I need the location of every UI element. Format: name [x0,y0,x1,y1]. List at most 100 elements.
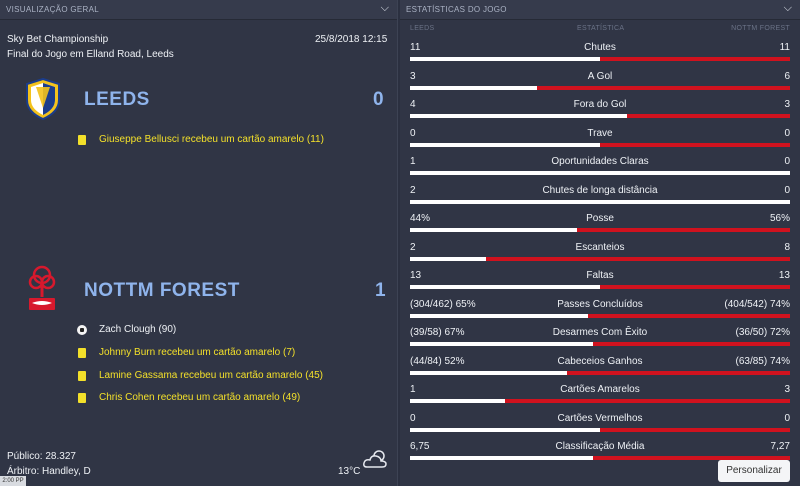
stat-home-value: 44% [410,213,431,224]
competition-name[interactable]: Sky Bet Championship [7,34,109,45]
chevron-down-icon[interactable]: ⌵ [783,2,792,14]
yellow-card-icon [78,135,86,145]
stat-home-value: 0 [410,127,416,139]
stat-away-value: 0 [784,127,790,139]
stat-label: Cartões Amarelos [560,384,640,395]
event-text[interactable]: Lamine Gassama recebeu um cartão amarelo… [99,370,323,381]
stat-home-value: (44/84) 52% [410,355,465,367]
stat-away-value: (36/50) 72% [735,327,790,338]
stat-home-fill [410,427,600,432]
stat-label: Classificação Média [555,441,645,452]
stat-home-fill [410,342,594,346]
stat-home-value: 4 [410,99,416,110]
stat-row[interactable]: 2 Escanteios 8 [410,240,790,268]
stat-home-value: 3 [410,70,416,82]
stat-row[interactable]: (304/462) 65% Passes Concluídos (404/542) … [410,297,790,325]
stat-away-value: (404/542) 74% [724,298,790,310]
stat-away-value: 8 [784,241,790,253]
nottm-forest-crest-icon[interactable] [26,265,58,313]
stats-panel: ESTATÍSTICAS DO JOGO ⌵ LEEDS ESTATÍSTICA… [400,0,800,486]
stat-row[interactable]: 11 Chutes 11 [410,40,790,68]
temperature: 13°C [338,466,361,477]
stat-comparison-bar [410,399,790,403]
stat-home-value: 13 [410,270,422,281]
event-text[interactable]: Giuseppe Bellusci recebeu um cartão amar… [99,134,324,145]
stat-away-value: 6 [784,70,790,82]
stat-home-value: 2 [410,241,416,253]
stat-label: Passes Concluídos [557,298,643,310]
stat-row[interactable]: (44/84) 52% Cabeceios Ganhos (63/85) 74% [410,354,790,382]
stat-row[interactable]: 6,75 Classificação Média 7,27 [410,439,790,467]
stat-row[interactable]: 44% Posse 56% [410,211,790,239]
stat-away-value: 3 [784,384,790,395]
stat-home-fill [410,399,505,403]
overview-title: VISUALIZAÇÃO GERAL [6,5,99,14]
stat-home-fill [410,85,537,90]
stat-label: Posse [586,213,614,224]
event-text[interactable]: Johnny Burn recebeu um cartão amarelo (7… [99,347,296,358]
stat-home-fill [410,199,790,204]
event-text[interactable]: Chris Cohen recebeu um cartão amarelo (4… [99,392,301,403]
time-tag: 2:00 PP [0,476,26,486]
stat-home-fill [410,256,486,261]
stat-comparison-bar [410,199,790,204]
stat-comparison-bar [410,57,790,61]
home-team-name[interactable]: LEEDS [84,89,150,110]
stat-home-fill [410,456,593,460]
stat-home-value: 2 [410,184,416,196]
venue-line: Final do Jogo em Elland Road, Leeds [7,49,174,60]
stat-away-value: 11 [779,42,790,53]
chevron-down-icon[interactable]: ⌵ [380,2,389,14]
stat-away-value: 0 [784,184,790,196]
yellow-card-icon [78,371,86,381]
stat-row[interactable]: 0 Cartões Vermelhos 0 [410,411,790,439]
stat-label: Cabeceios Ganhos [557,355,643,367]
stat-comparison-bar [410,142,790,147]
stat-row[interactable]: 3 A Gol 6 [410,69,790,97]
stat-label: Fora do Gol [573,99,627,110]
partly-cloudy-icon [363,450,387,468]
customize-button[interactable]: Personalizar [718,460,790,482]
stat-row[interactable]: (39/58) 67% Desarmes Com Êxito (36/50) 72% [410,325,790,353]
stat-home-value: 1 [410,156,416,167]
referee[interactable]: Árbitro: Handley, D [7,466,91,477]
stat-home-fill [410,171,790,175]
stat-row[interactable]: 1 Cartões Amarelos 3 [410,382,790,410]
stat-home-fill [410,313,588,318]
stat-label: Oportunidades Claras [551,156,649,167]
stat-home-value: 0 [410,412,416,424]
stats-title: ESTATÍSTICAS DO JOGO [406,5,507,14]
stat-label: Trave [587,127,613,139]
stat-row[interactable]: 4 Fora do Gol 3 [410,97,790,125]
stat-row[interactable]: 13 Faltas 13 [410,268,790,296]
stat-label: Escanteios [575,241,625,253]
stat-home-fill [410,228,578,232]
stat-home-fill [410,370,567,375]
stat-away-value: 3 [784,99,790,110]
col-home-head: LEEDS [410,25,435,32]
stats-header[interactable]: ESTATÍSTICAS DO JOGO ⌵ [400,0,800,20]
stat-row[interactable]: 2 Chutes de longa distância 0 [410,183,790,211]
stat-label: Desarmes Com Êxito [552,327,648,338]
stat-away-value: 13 [778,270,790,281]
leeds-crest-icon[interactable] [25,78,61,120]
stat-label: Chutes [584,42,616,53]
stat-row[interactable]: 1 Oportunidades Claras 0 [410,154,790,182]
stat-comparison-bar [410,171,790,175]
event-text[interactable]: Zach Clough (90) [99,324,177,335]
away-team-name[interactable]: NOTTM FOREST [84,280,240,301]
overview-header[interactable]: VISUALIZAÇÃO GERAL ⌵ [0,0,397,20]
stat-comparison-bar [410,456,790,460]
stat-away-value: 0 [784,156,790,167]
stat-comparison-bar [410,313,790,318]
stat-home-fill [410,57,600,61]
stat-home-fill [410,114,627,118]
stat-home-value: (39/58) 67% [410,327,465,338]
col-away-head: NOTTM FOREST [731,25,790,32]
stat-label: Faltas [586,270,614,281]
stat-home-value: 6,75 [410,441,430,452]
stat-comparison-bar [410,114,790,118]
stat-row[interactable]: 0 Trave 0 [410,126,790,154]
match-datetime: 25/8/2018 12:15 [315,34,388,45]
home-team-score: 0 [373,89,384,110]
